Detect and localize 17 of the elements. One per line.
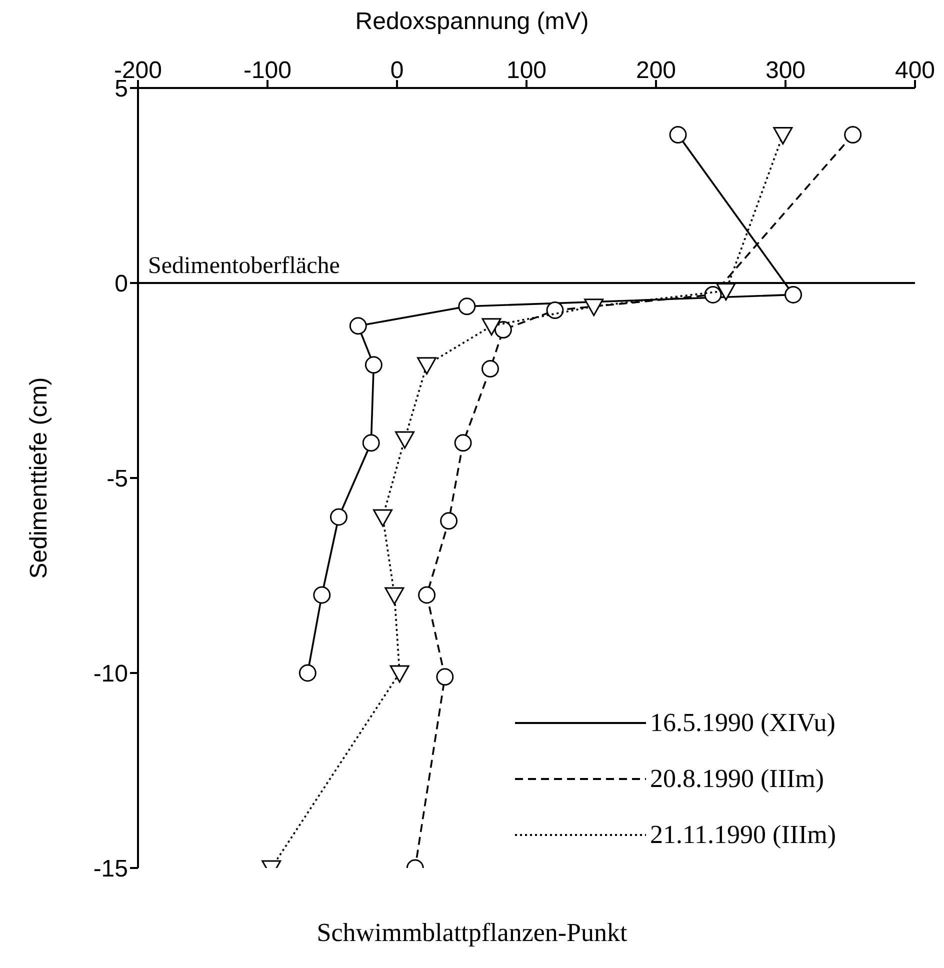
x-tick-label: 400	[894, 57, 936, 84]
y-tick-label: -15	[93, 856, 128, 883]
y-tick-label: 0	[114, 270, 128, 298]
y-axis-title: Sedimenttiefe (cm)	[26, 377, 53, 579]
text: 21.11.1990 (IIIm)	[650, 820, 836, 850]
x-tick-label: -100	[243, 57, 292, 84]
text: 16.5.1990 (XIVu)	[650, 708, 836, 738]
x-tick-label: 100	[506, 57, 547, 84]
x-tick-label: 300	[765, 57, 806, 84]
text: Schwimmblattpflanzen-Punkt	[316, 918, 628, 948]
x-tick-label: 200	[636, 57, 676, 84]
ref-line-label: Sedimentoberfläche	[148, 253, 340, 279]
x-tick-label: 0	[390, 57, 404, 84]
y-tick-label: -5	[106, 466, 128, 493]
x-axis-title: Redoxspannung (mV)	[354, 8, 590, 36]
y-tick-label: -10	[93, 660, 128, 688]
text: 20.8.1990 (IIIm)	[650, 764, 824, 794]
